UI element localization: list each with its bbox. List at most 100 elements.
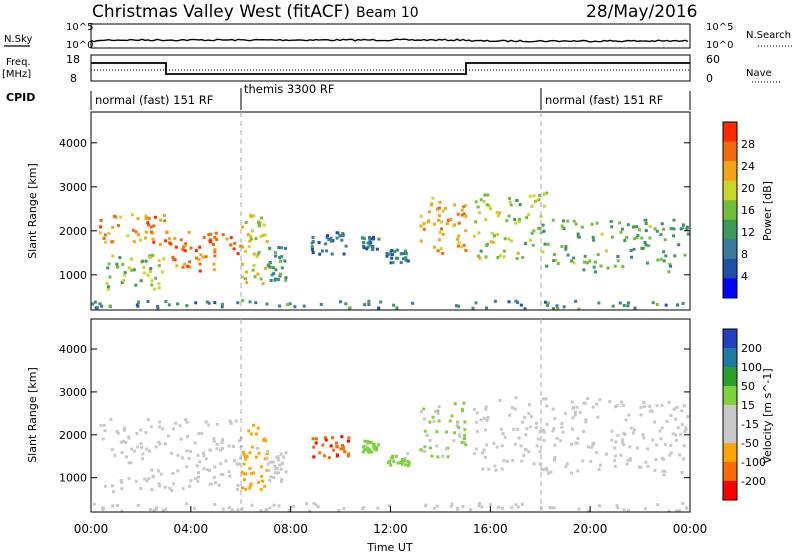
- heatmap-cell: [212, 475, 216, 479]
- heatmap-cell: [606, 266, 610, 270]
- heatmap-cell: [674, 433, 678, 437]
- heatmap-cell: [372, 443, 376, 447]
- heatmap-cell: [523, 307, 527, 311]
- heatmap-cell: [524, 433, 528, 437]
- heatmap-cell: [140, 446, 144, 450]
- colorbar-swatch: [723, 180, 737, 201]
- heatmap-cell: [327, 456, 331, 460]
- heatmap-cell: [249, 213, 253, 217]
- heatmap-cell: [220, 305, 224, 309]
- heatmap-cell: [681, 226, 685, 229]
- heatmap-cell: [254, 301, 258, 305]
- heatmap-cell: [368, 236, 371, 239]
- heatmap-cell: [375, 448, 378, 452]
- heatmap-cell: [172, 258, 176, 262]
- heatmap-cell: [150, 230, 153, 234]
- colorbar-swatch: [723, 462, 737, 482]
- heatmap-cell: [537, 226, 541, 230]
- heatmap-cell: [202, 451, 206, 455]
- heatmap-cell: [245, 270, 248, 274]
- heatmap-cell: [681, 501, 685, 505]
- heatmap-cell: [329, 236, 333, 240]
- heatmap-cell: [587, 445, 590, 449]
- heatmap-cell: [524, 242, 528, 245]
- heatmap-cell: [464, 443, 468, 447]
- heatmap-cell: [546, 301, 550, 305]
- heatmap-cell: [112, 490, 115, 494]
- heatmap-cell: [395, 306, 399, 310]
- heatmap-cell: [277, 246, 281, 250]
- heatmap-cell: [403, 459, 407, 462]
- heatmap-cell: [556, 262, 560, 266]
- heatmap-cell: [588, 259, 592, 263]
- heatmap-cell: [623, 432, 627, 436]
- heatmap-cell: [428, 446, 432, 450]
- heatmap-cell: [167, 303, 171, 307]
- heatmap-cell: [368, 448, 371, 452]
- heatmap-cell: [485, 306, 488, 310]
- heatmap-cell: [646, 447, 650, 451]
- heatmap-cell: [626, 223, 630, 227]
- cpid-segment-2: themis 3300 RF: [244, 82, 334, 96]
- heatmap-cell: [377, 306, 381, 310]
- heatmap-cell: [455, 424, 459, 428]
- heatmap-cell: [229, 422, 233, 426]
- heatmap-cell: [332, 448, 336, 452]
- heatmap-cell: [166, 434, 170, 438]
- heatmap-cell: [244, 221, 248, 224]
- heatmap-cell: [519, 303, 523, 307]
- heatmap-cell: [338, 234, 342, 238]
- heatmap-cell: [221, 507, 225, 511]
- heatmap-cell: [479, 198, 483, 202]
- heatmap-cell: [228, 419, 232, 423]
- heatmap-cell: [433, 410, 437, 414]
- heatmap-cell: [241, 486, 244, 490]
- heatmap-cell: [662, 473, 666, 477]
- heatmap-cell: [183, 262, 187, 266]
- heatmap-cell: [240, 262, 244, 266]
- heatmap-cell: [475, 411, 479, 415]
- heatmap-cell: [256, 252, 260, 256]
- heatmap-cell: [401, 460, 405, 464]
- heatmap-cell: [197, 475, 200, 479]
- heatmap-cell: [501, 432, 505, 435]
- heatmap-cell: [247, 429, 251, 433]
- heatmap-cell: [394, 454, 398, 458]
- heatmap-cell: [632, 247, 636, 251]
- heatmap-cell: [244, 457, 248, 461]
- heatmap-cell: [221, 446, 224, 450]
- heatmap-cell: [377, 237, 381, 241]
- heatmap-cell: [508, 200, 512, 204]
- heatmap-cell: [123, 271, 127, 275]
- heatmap-cell: [655, 303, 659, 306]
- heatmap-cell: [487, 204, 491, 208]
- heatmap-cell: [319, 302, 323, 306]
- heatmap-cell: [161, 427, 165, 431]
- heatmap-cell: [115, 262, 119, 266]
- heatmap-cell: [584, 418, 588, 422]
- heatmap-cell: [324, 242, 328, 246]
- heatmap-cell: [108, 304, 112, 308]
- heatmap-cell: [615, 404, 619, 408]
- heatmap-cell: [593, 260, 597, 264]
- heatmap-cell: [155, 506, 158, 510]
- heatmap-cell: [272, 476, 276, 479]
- heatmap-cell: [474, 301, 478, 305]
- heatmap-cell: [631, 431, 635, 435]
- heatmap-cell: [400, 458, 404, 461]
- heatmap-cell: [340, 238, 344, 242]
- heatmap-cell: [132, 268, 136, 272]
- heatmap-cell: [253, 275, 257, 279]
- heatmap-cell: [366, 446, 370, 450]
- heatmap-cell: [545, 468, 549, 472]
- heatmap-cell: [274, 254, 278, 258]
- heatmap-cell: [474, 220, 478, 224]
- velocity-heatmap-cells: [92, 396, 690, 513]
- colorbar-swatch: [723, 239, 737, 260]
- heatmap-cell: [586, 261, 589, 265]
- heatmap-cell: [263, 457, 267, 461]
- heatmap-cell: [179, 437, 183, 441]
- heatmap-cell: [437, 214, 441, 218]
- heatmap-cell: [91, 302, 95, 306]
- heatmap-cell: [213, 235, 217, 239]
